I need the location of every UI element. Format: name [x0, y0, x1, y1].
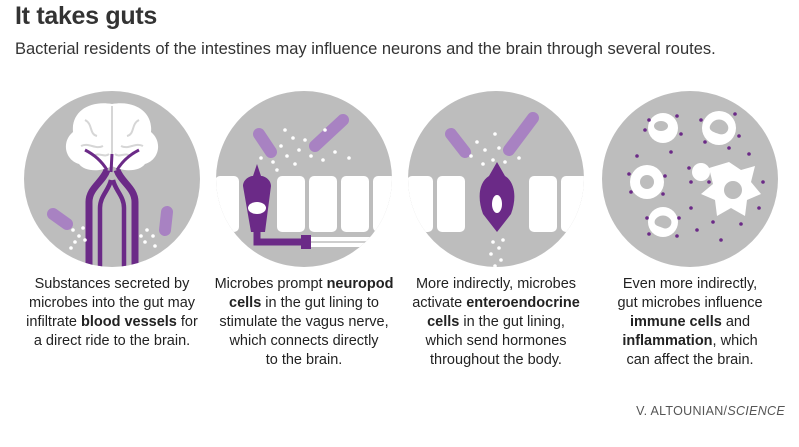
credit-author: V. ALTOUNIAN/ — [636, 404, 728, 418]
caption-highlight: immune cells — [629, 314, 722, 330]
caption-line: stimulate the vagus nerve, — [219, 314, 389, 330]
panel-blood-vessels: Substances secreted by microbes into the… — [15, 90, 209, 380]
caption-line: throughout the body. — [430, 352, 562, 368]
caption-blood-vessels: Substances secreted by microbes into the… — [15, 275, 209, 351]
neuropod-cell-icon — [216, 91, 392, 267]
caption-highlight: enteroendocrine — [466, 295, 580, 311]
caption-line: in the gut lining to — [261, 295, 379, 311]
caption-line: , which — [712, 333, 758, 349]
caption-highlight: cells — [427, 314, 460, 330]
caption-line: can affect the brain. — [626, 352, 754, 368]
brain-blood-vessels-icon — [24, 91, 200, 267]
caption-neuropod-cells: Microbes prompt neuropod cells in the gu… — [207, 275, 401, 370]
caption-line: to the brain. — [265, 352, 343, 368]
caption-line: activate — [412, 295, 467, 311]
panel-immune-cells: Even more indirectly, gut microbes influ… — [593, 90, 787, 380]
page-title: It takes guts — [15, 2, 157, 30]
caption-highlight: neuropod — [326, 276, 394, 292]
caption-highlight: cells — [229, 295, 262, 311]
caption-line: gut microbes influence — [617, 295, 763, 311]
credit-line: V. ALTOUNIAN/SCIENCE — [636, 404, 785, 418]
caption-line: Even more indirectly, — [622, 276, 758, 292]
caption-line: infiltrate — [26, 314, 81, 330]
caption-line: microbes into the gut may — [28, 295, 196, 311]
caption-highlight: inflammation — [622, 333, 713, 349]
panel-enteroendocrine-cells: More indirectly, microbes activate enter… — [399, 90, 593, 380]
caption-line: in the gut lining, — [459, 314, 565, 330]
caption-line: More indirectly, microbes — [415, 276, 577, 292]
caption-line: a direct ride to the brain. — [33, 333, 191, 349]
caption-line: which connects directly — [229, 333, 379, 349]
caption-line: for — [176, 314, 198, 330]
credit-publication: SCIENCE — [727, 404, 785, 418]
caption-immune-cells: Even more indirectly, gut microbes influ… — [593, 275, 787, 370]
caption-line: Substances secreted by — [34, 276, 190, 292]
panel-neuropod-cells: Microbes prompt neuropod cells in the gu… — [207, 90, 401, 380]
immune-cells-icon — [602, 91, 778, 267]
enteroendocrine-cell-icon — [408, 91, 584, 267]
caption-enteroendocrine-cells: More indirectly, microbes activate enter… — [399, 275, 593, 370]
caption-line: and — [721, 314, 751, 330]
page-subtitle: Bacterial residents of the intestines ma… — [15, 40, 716, 58]
caption-line: which send hormones — [425, 333, 567, 349]
caption-highlight: blood vessels — [80, 314, 177, 330]
caption-line: Microbes prompt — [214, 276, 327, 292]
